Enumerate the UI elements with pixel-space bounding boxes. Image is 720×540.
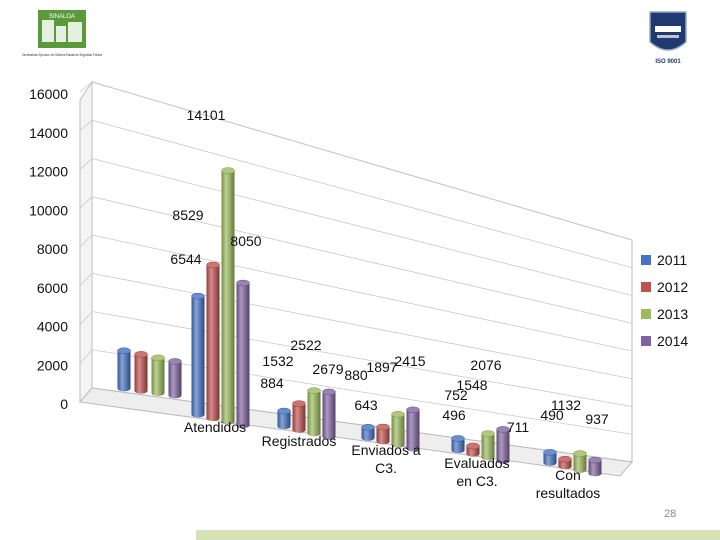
gridline xyxy=(79,349,633,435)
legend: 2011 2012 2013 2014 xyxy=(641,252,688,349)
category-label: Atendidos xyxy=(184,419,246,435)
bar-2014-3 xyxy=(496,426,510,464)
data-label: 2522 xyxy=(290,337,321,353)
bar-2011-0 xyxy=(191,292,205,418)
legend-label: 2011 xyxy=(657,252,687,268)
data-label: 14101 xyxy=(187,107,226,123)
legend-swatch-2011 xyxy=(641,255,651,265)
legend-swatch-2013 xyxy=(641,309,651,319)
sinaloa-logo-icon: SINALOA Secretariado Ejecutivo del Siste… xyxy=(22,10,102,57)
bar-2012-1 xyxy=(292,400,306,433)
bar-2013-0 xyxy=(221,167,235,425)
back-bar-2012 xyxy=(134,351,148,394)
data-label: 1548 xyxy=(456,377,487,393)
data-label: 496 xyxy=(442,407,466,423)
y-tick-label: 14000 xyxy=(29,125,68,141)
page-number: 28 xyxy=(664,508,677,520)
bar-2011-4 xyxy=(543,449,557,466)
data-label: 937 xyxy=(585,411,609,427)
data-label: 8529 xyxy=(172,207,203,223)
gridline xyxy=(79,196,633,324)
data-label: 1532 xyxy=(262,353,293,369)
bar-2013-4 xyxy=(573,450,587,473)
data-label: 2415 xyxy=(394,353,425,369)
bar-2012-2 xyxy=(376,423,390,445)
bar-2011-2 xyxy=(361,424,375,441)
bar-2013-2 xyxy=(391,411,405,448)
bar-2011-3 xyxy=(451,435,465,454)
y-tick-label: 0 xyxy=(60,396,68,412)
gridline xyxy=(79,119,633,269)
data-label: 2679 xyxy=(312,361,343,377)
data-label: 711 xyxy=(507,419,530,435)
data-label: 880 xyxy=(344,367,368,383)
category-label: Evaluados en C3. xyxy=(444,455,509,489)
bar-2011-1 xyxy=(277,407,291,430)
data-label: 643 xyxy=(354,397,378,413)
logo-caption: Secretariado Ejecutivo del Sistema Estat… xyxy=(22,53,102,57)
gridline xyxy=(79,234,633,352)
data-label: 752 xyxy=(444,387,468,403)
category-labels: Atendidos Registrados Enviados a C3. Evaluad… xyxy=(184,419,600,501)
bar-2013-1 xyxy=(307,387,321,437)
gridline xyxy=(79,272,633,380)
data-labels: 6544 884 643 752 711 8529 1532 880 496 490 14101 25… xyxy=(170,107,608,435)
data-label: 884 xyxy=(260,375,284,391)
y-tick-label: 16000 xyxy=(29,86,68,102)
data-label: 6544 xyxy=(170,251,201,267)
category-label: Registrados xyxy=(262,433,337,449)
legend-swatch-2014 xyxy=(641,336,651,346)
y-tick-label: 2000 xyxy=(37,357,68,373)
data-label: 2076 xyxy=(470,357,501,373)
category-label: Enviados a C3. xyxy=(351,442,420,476)
bar-2014-4 xyxy=(588,456,602,477)
data-label: 490 xyxy=(540,407,564,423)
bar-2012-4 xyxy=(558,455,572,470)
legend-label: 2012 xyxy=(657,279,688,295)
data-label: 1132 xyxy=(551,397,581,413)
bar-2012-0 xyxy=(206,261,220,422)
iso-caption: ISO 9001 xyxy=(655,59,681,65)
y-tick-label: 12000 xyxy=(29,164,68,180)
back-bar-2014 xyxy=(168,358,182,399)
bar-2014-2 xyxy=(406,406,420,452)
legend-swatch-2012 xyxy=(641,282,651,292)
y-axis-tick-labels: 0 2000 4000 6000 8000 10000 12000 14000 16000 xyxy=(29,86,68,412)
bar-2012-3 xyxy=(466,442,480,457)
data-label: 8050 xyxy=(230,233,261,249)
instituto-seal-icon: ISO 9001 xyxy=(649,11,687,65)
y-tick-label: 6000 xyxy=(37,280,68,296)
gridline xyxy=(79,158,633,296)
legend-label: 2013 xyxy=(657,306,688,322)
logo-name: SINALOA xyxy=(49,14,75,20)
back-bar-2011 xyxy=(117,347,131,392)
side-wall xyxy=(79,80,93,404)
bar-2013-3 xyxy=(481,430,495,461)
bar-2014-0 xyxy=(236,279,250,429)
y-tick-label: 8000 xyxy=(37,241,68,257)
legend-label: 2014 xyxy=(657,333,688,349)
chart-bars xyxy=(117,167,602,477)
y-tick-label: 4000 xyxy=(37,319,68,335)
bar-2014-1 xyxy=(322,388,336,440)
back-bar-2013 xyxy=(151,354,165,397)
footer-strip xyxy=(196,530,720,540)
gridline xyxy=(79,311,633,407)
gridline xyxy=(79,81,633,241)
category-label: Con resultados xyxy=(536,467,601,501)
data-label: 1897 xyxy=(366,359,397,375)
y-tick-label: 10000 xyxy=(29,202,68,218)
